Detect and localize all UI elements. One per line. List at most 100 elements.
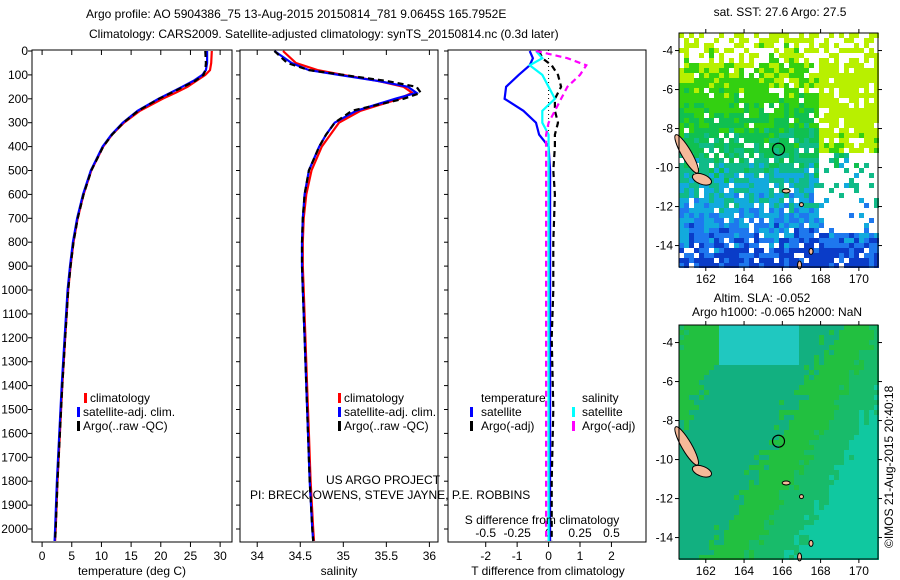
map-cell bbox=[764, 555, 769, 560]
map-cell bbox=[744, 365, 749, 370]
map-cell bbox=[869, 420, 874, 425]
map-cell bbox=[829, 450, 834, 455]
map-cell bbox=[699, 530, 704, 535]
map-cell bbox=[689, 535, 694, 540]
map-cell bbox=[854, 63, 859, 68]
map-cell bbox=[854, 520, 859, 525]
map-cell bbox=[734, 500, 739, 505]
map-cell bbox=[779, 263, 784, 268]
map-cell bbox=[729, 485, 734, 490]
map-cell bbox=[714, 330, 719, 335]
map-cell bbox=[804, 248, 809, 253]
map-cell bbox=[794, 390, 799, 395]
map-cell bbox=[814, 98, 819, 103]
map-cell bbox=[769, 193, 774, 198]
map-cell bbox=[699, 93, 704, 98]
map-cell bbox=[689, 193, 694, 198]
map-cell bbox=[829, 555, 834, 560]
map-cell bbox=[709, 440, 714, 445]
map-cell bbox=[789, 108, 794, 113]
map-cell bbox=[794, 540, 799, 545]
map-cell bbox=[704, 83, 709, 88]
map-cell bbox=[679, 238, 684, 243]
map-cell bbox=[684, 365, 689, 370]
map-cell bbox=[859, 470, 864, 475]
map-cell bbox=[809, 218, 814, 223]
map-cell bbox=[824, 410, 829, 415]
map-cell bbox=[759, 108, 764, 113]
map-cell bbox=[864, 490, 869, 495]
map-cell bbox=[699, 325, 704, 330]
map-cell bbox=[734, 495, 739, 500]
map-cell bbox=[864, 53, 869, 58]
map-cell bbox=[789, 330, 794, 335]
map-cell bbox=[874, 550, 879, 555]
y-tick-label: 1500 bbox=[1, 403, 28, 417]
map-cell bbox=[729, 168, 734, 173]
map-cell bbox=[729, 355, 734, 360]
map-cell bbox=[809, 183, 814, 188]
map-cell bbox=[694, 213, 699, 218]
map-cell bbox=[824, 450, 829, 455]
map-cell bbox=[744, 520, 749, 525]
map-cell bbox=[859, 505, 864, 510]
map-cell bbox=[829, 540, 834, 545]
map-cell bbox=[819, 515, 824, 520]
map-cell bbox=[829, 395, 834, 400]
map-cell bbox=[709, 63, 714, 68]
map-cell bbox=[729, 48, 734, 53]
map-cell bbox=[769, 228, 774, 233]
map-cell bbox=[829, 238, 834, 243]
map-cell bbox=[859, 515, 864, 520]
legend-swatch-s-argo bbox=[572, 421, 575, 431]
series-line-satellite-adj-clim- bbox=[273, 50, 420, 542]
map-cell bbox=[869, 33, 874, 38]
map-cell bbox=[744, 163, 749, 168]
map-cell bbox=[724, 535, 729, 540]
map-cell bbox=[729, 253, 734, 258]
map-cell bbox=[704, 248, 709, 253]
map-cell bbox=[864, 355, 869, 360]
map-cell bbox=[689, 355, 694, 360]
map-cell bbox=[709, 525, 714, 530]
map-cell bbox=[744, 415, 749, 420]
map-cell bbox=[774, 495, 779, 500]
map-cell bbox=[714, 400, 719, 405]
map-cell bbox=[859, 440, 864, 445]
map-cell bbox=[719, 360, 724, 365]
map-cell bbox=[809, 510, 814, 515]
map-cell bbox=[834, 425, 839, 430]
map-cell bbox=[689, 233, 694, 238]
map-cell bbox=[814, 178, 819, 183]
map-cell bbox=[814, 113, 819, 118]
map-cell bbox=[719, 148, 724, 153]
map-cell bbox=[834, 248, 839, 253]
map-cell bbox=[714, 380, 719, 385]
map-cell bbox=[859, 233, 864, 238]
map-cell bbox=[799, 530, 804, 535]
map-cell bbox=[759, 510, 764, 515]
x-tick-label: 2 bbox=[608, 549, 615, 563]
map-cell bbox=[854, 360, 859, 365]
map-cell bbox=[789, 233, 794, 238]
map-cell bbox=[749, 495, 754, 500]
map-cell bbox=[874, 83, 879, 88]
map-cell bbox=[769, 440, 774, 445]
map-cell bbox=[854, 83, 859, 88]
map-cell bbox=[789, 430, 794, 435]
map-cell bbox=[714, 248, 719, 253]
map-cell bbox=[739, 435, 744, 440]
map-cell bbox=[709, 325, 714, 330]
map-cell bbox=[809, 178, 814, 183]
map-cell bbox=[839, 530, 844, 535]
map-cell bbox=[864, 500, 869, 505]
map-cell bbox=[824, 475, 829, 480]
map-cell bbox=[764, 173, 769, 178]
map-cell bbox=[719, 33, 724, 38]
map-cell bbox=[864, 58, 869, 63]
map-cell bbox=[714, 360, 719, 365]
map-cell bbox=[729, 158, 734, 163]
map-cell bbox=[869, 143, 874, 148]
map-cell bbox=[839, 148, 844, 153]
map-cell bbox=[734, 183, 739, 188]
